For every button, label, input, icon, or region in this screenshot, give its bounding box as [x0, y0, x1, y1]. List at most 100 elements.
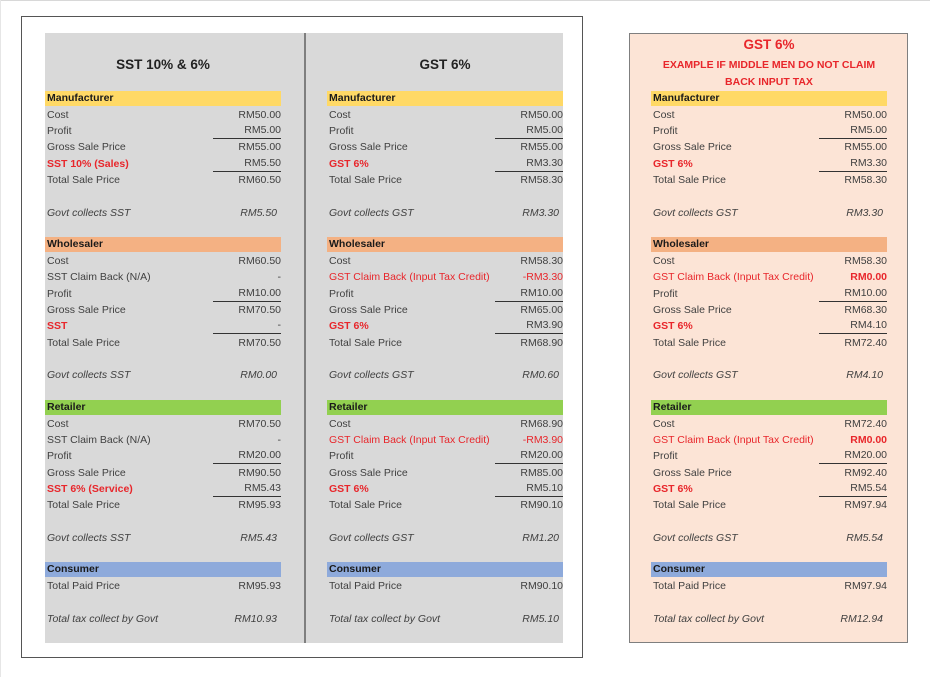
govt-collects-label: Govt collects SST — [47, 369, 131, 381]
section-header-wholesaler: Wholesaler — [45, 237, 281, 252]
line-item-value: RM68.90 — [520, 418, 563, 430]
line-item-value: RM70.50 — [238, 337, 281, 349]
govt-collects-label: Govt collects GST — [329, 369, 414, 381]
page-edge-top — [0, 0, 930, 1]
line-item-row: Cost RM50.00 — [47, 107, 281, 123]
line-item-label: Profit — [653, 450, 678, 462]
section-header-manufacturer: Manufacturer — [651, 91, 887, 106]
govt-collects-label: Govt collects SST — [47, 207, 131, 219]
total-tax-value: RM10.93 — [234, 613, 277, 625]
line-item-label: Gross Sale Price — [653, 141, 732, 153]
govt-collects-row: Govt collects GST RM4.10 — [653, 367, 887, 383]
line-item-label: Cost — [329, 255, 351, 267]
line-item-row: Profit RM5.00 — [329, 123, 563, 139]
line-item-row: SST Claim Back (N/A) - — [47, 432, 281, 448]
line-item-label: GST 6% — [329, 158, 369, 170]
section-header-consumer: Consumer — [327, 562, 563, 577]
line-item-value: - — [277, 434, 282, 446]
line-item-value: -RM3.90 — [522, 434, 563, 446]
line-item-label: Total Sale Price — [653, 174, 726, 186]
line-item-row: GST 6% RM3.30 — [329, 156, 563, 172]
line-item-value: RM3.30 — [495, 156, 563, 172]
line-item-value: RM20.00 — [819, 448, 887, 464]
line-item-row: Cost RM50.00 — [653, 107, 887, 123]
line-item-value: RM58.30 — [520, 174, 563, 186]
line-item-label: Profit — [329, 288, 354, 300]
line-item-label: Profit — [47, 288, 72, 300]
line-item-value: RM0.00 — [850, 271, 887, 283]
line-item-label: Cost — [653, 109, 675, 121]
govt-collects-value: RM1.20 — [522, 532, 559, 544]
govt-collects-row: Govt collects GST RM3.30 — [329, 205, 563, 221]
line-item-value: RM70.50 — [238, 418, 281, 430]
line-item-row: Total Sale Price RM95.93 — [47, 497, 281, 513]
govt-collects-row: Govt collects GST RM1.20 — [329, 530, 563, 546]
line-item-value: RM95.93 — [238, 499, 281, 511]
line-item-row: SST Claim Back (N/A) - — [47, 269, 281, 285]
line-item-value: RM10.00 — [495, 286, 563, 302]
total-paid-label: Total Paid Price — [329, 580, 402, 592]
line-item-row: Gross Sale Price RM85.00 — [329, 465, 563, 481]
line-item-row: Cost RM72.40 — [653, 416, 887, 432]
line-item-value: RM5.54 — [819, 481, 887, 497]
section-header-retailer: Retailer — [45, 400, 281, 415]
line-item-value: RM50.00 — [520, 109, 563, 121]
line-item-value: RM97.94 — [844, 499, 887, 511]
section-header-retailer: Retailer — [327, 400, 563, 415]
govt-collects-row: Govt collects GST RM5.54 — [653, 530, 887, 546]
line-item-value: RM65.00 — [520, 304, 563, 316]
line-item-label: Total Sale Price — [653, 337, 726, 349]
line-item-row: Profit RM10.00 — [329, 286, 563, 302]
line-item-value: RM68.30 — [844, 304, 887, 316]
line-item-label: Cost — [653, 418, 675, 430]
line-item-label: GST Claim Back (Input Tax Credit) — [329, 434, 490, 446]
section-header-wholesaler: Wholesaler — [651, 237, 887, 252]
line-item-row: Gross Sale Price RM92.40 — [653, 465, 887, 481]
line-item-label: Cost — [47, 109, 69, 121]
line-item-row: Total Sale Price RM72.40 — [653, 335, 887, 351]
line-item-row: GST 6% RM3.90 — [329, 318, 563, 334]
line-item-value: RM68.90 — [520, 337, 563, 349]
govt-collects-row: Govt collects SST RM5.50 — [47, 205, 281, 221]
line-item-row: Profit RM5.00 — [653, 123, 887, 139]
line-item-value: RM60.50 — [238, 255, 281, 267]
line-item-label: GST Claim Back (Input Tax Credit) — [653, 434, 814, 446]
line-item-row: Total Sale Price RM70.50 — [47, 335, 281, 351]
line-item-row: Profit RM20.00 — [329, 448, 563, 464]
line-item-row: GST 6% RM4.10 — [653, 318, 887, 334]
section-header-manufacturer: Manufacturer — [327, 91, 563, 106]
line-item-row: Total Sale Price RM97.94 — [653, 497, 887, 513]
line-item-value: RM72.40 — [844, 337, 887, 349]
total-paid-value: RM95.93 — [238, 580, 281, 592]
line-item-row: Gross Sale Price RM55.00 — [653, 139, 887, 155]
line-item-label: Gross Sale Price — [47, 467, 126, 479]
section-header-consumer: Consumer — [651, 562, 887, 577]
line-item-value: RM3.90 — [495, 318, 563, 334]
govt-collects-label: Govt collects GST — [653, 207, 738, 219]
line-item-row: Gross Sale Price RM70.50 — [47, 302, 281, 318]
no-claim-example-panel — [629, 33, 908, 643]
page-edge-left — [0, 0, 1, 677]
total-tax-label: Total tax collect by Govt — [47, 613, 159, 625]
line-item-value: RM0.00 — [850, 434, 887, 446]
govt-collects-value: RM5.43 — [240, 532, 277, 544]
total-paid-value: RM90.10 — [520, 580, 563, 592]
line-item-label: Total Sale Price — [47, 337, 120, 349]
line-item-value: RM55.00 — [520, 141, 563, 153]
line-item-value: RM90.10 — [520, 499, 563, 511]
line-item-label: Profit — [653, 288, 678, 300]
total-tax-row: Total tax collect by Govt RM5.10 — [329, 611, 563, 627]
line-item-value: RM55.00 — [844, 141, 887, 153]
total-tax-row: Total tax collect by Govt RM10.93 — [47, 611, 281, 627]
line-item-label: Cost — [329, 109, 351, 121]
line-item-row: GST 6% RM3.30 — [653, 156, 887, 172]
line-item-value: RM70.50 — [238, 304, 281, 316]
total-paid-row: Total Paid Price RM90.10 — [329, 578, 563, 594]
line-item-value: - — [213, 318, 281, 334]
govt-collects-label: Govt collects GST — [653, 369, 738, 381]
line-item-row: Gross Sale Price RM68.30 — [653, 302, 887, 318]
line-item-row: GST Claim Back (Input Tax Credit) -RM3.90 — [329, 432, 563, 448]
line-item-row: GST Claim Back (Input Tax Credit) -RM3.30 — [329, 269, 563, 285]
line-item-value: RM5.00 — [213, 123, 281, 139]
line-item-label: Gross Sale Price — [329, 467, 408, 479]
